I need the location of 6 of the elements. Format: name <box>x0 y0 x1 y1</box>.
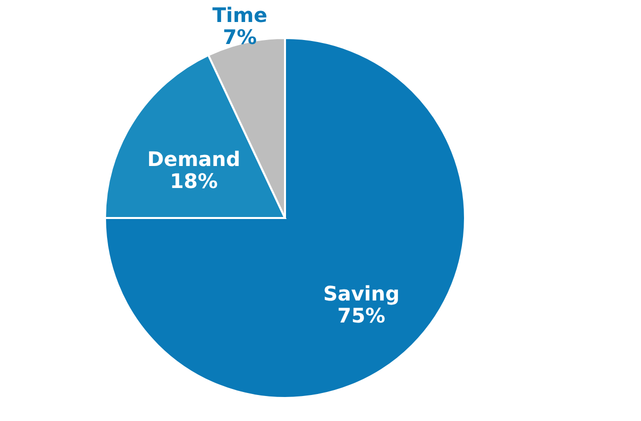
slice-label: Saving <box>323 281 400 306</box>
data-label: 18% <box>170 169 218 194</box>
slice-label: Time <box>212 2 268 27</box>
data-label: 7% <box>222 24 257 49</box>
data-label: 75% <box>337 303 386 328</box>
slice-label: Demand <box>147 147 240 172</box>
